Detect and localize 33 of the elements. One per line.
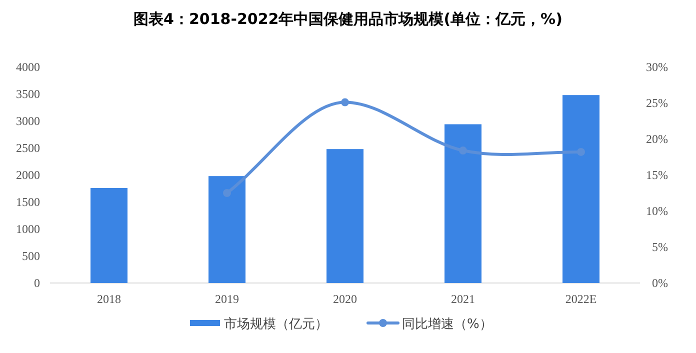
y-tick-label: 2500 (16, 141, 40, 155)
y-tick-label: 0 (34, 276, 40, 290)
y-tick-label: 2000 (16, 168, 40, 182)
point (459, 146, 467, 155)
point (223, 189, 231, 197)
bar (444, 124, 482, 283)
y-tick-label: 500 (22, 249, 40, 263)
legend-label: 市场规模（亿元） (224, 317, 328, 332)
y-tick-label: 4000 (16, 60, 40, 74)
bar (326, 149, 364, 283)
x-tick-label: 2021 (451, 292, 475, 306)
legend-label: 同比增速（%） (402, 317, 492, 332)
y-tick-label: 3500 (16, 87, 40, 101)
y-tick-label: 1000 (16, 222, 40, 236)
y2-tick-label: 25% (646, 96, 668, 110)
bar (562, 95, 600, 283)
bar (208, 176, 246, 283)
y2-tick-label: 20% (646, 132, 668, 146)
x-tick-label: 2022E (565, 292, 597, 306)
bar (90, 188, 128, 283)
x-tick-label: 2019 (215, 292, 239, 306)
x-tick-label: 2018 (97, 292, 121, 306)
chart-title: 图表4：2018-2022年中国保健用品市场规模(单位：亿元，%) (134, 10, 562, 28)
y-tick-label: 3000 (16, 114, 40, 128)
y2-tick-label: 10% (646, 204, 668, 218)
x-tick-label: 2020 (333, 292, 357, 306)
y-tick-label: 1500 (16, 195, 40, 209)
point (577, 148, 585, 156)
point (341, 98, 349, 106)
y2-tick-label: 0% (652, 276, 668, 290)
y2-tick-label: 5% (652, 240, 668, 254)
y2-tick-label: 30% (646, 60, 668, 74)
y2-tick-label: 15% (646, 168, 668, 182)
